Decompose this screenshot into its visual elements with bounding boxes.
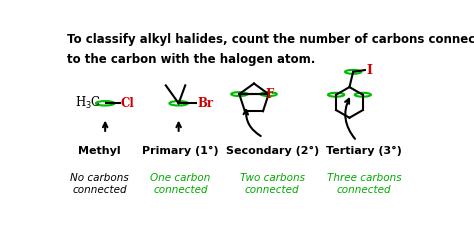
Text: F: F [265,88,273,101]
Text: I: I [366,64,372,77]
Text: Secondary (2°): Secondary (2°) [226,146,319,156]
Text: H$_3$C: H$_3$C [75,95,101,111]
Text: Methyl: Methyl [78,146,121,156]
Text: Cl: Cl [121,97,135,110]
Text: Two carbons
connected: Two carbons connected [240,173,305,195]
Text: Primary (1°): Primary (1°) [142,146,219,156]
Text: Tertiary (3°): Tertiary (3°) [326,146,402,156]
Text: Three carbons
connected: Three carbons connected [327,173,401,195]
Text: to the carbon with the halogen atom.: to the carbon with the halogen atom. [66,53,315,66]
Text: One carbon
connected: One carbon connected [150,173,210,195]
Text: To classify alkyl halides, count the number of carbons connected: To classify alkyl halides, count the num… [66,33,474,46]
Text: No carbons
connected: No carbons connected [70,173,129,195]
Text: Br: Br [198,97,214,110]
